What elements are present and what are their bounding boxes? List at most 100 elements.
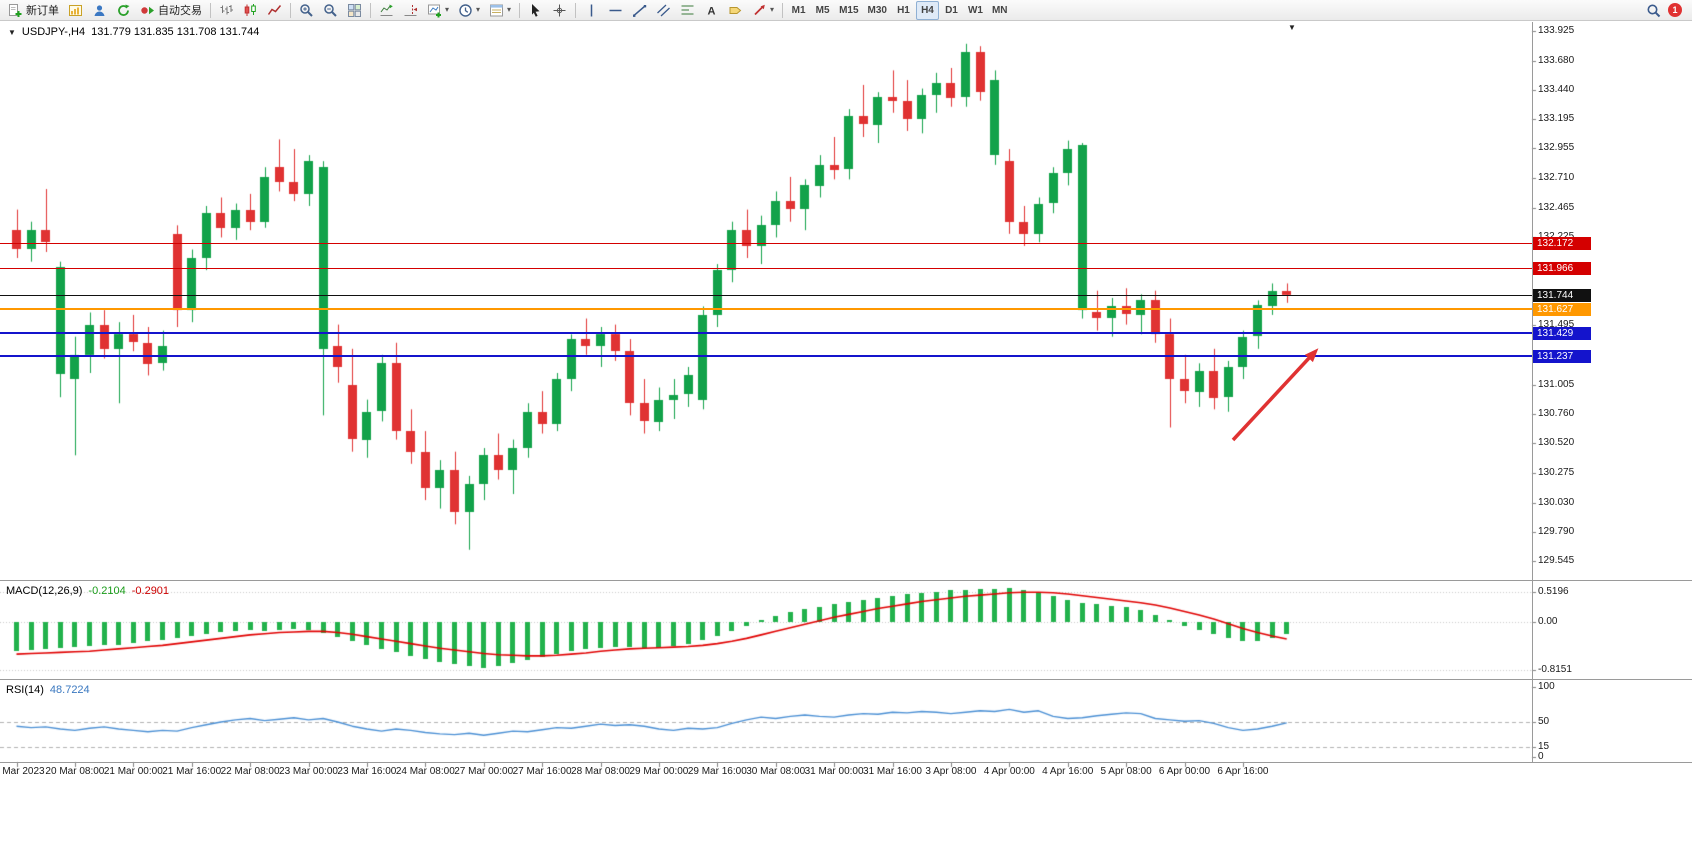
channel-tool[interactable] bbox=[652, 1, 675, 20]
trend-arrow-shaft bbox=[1231, 355, 1312, 442]
zoom-in-button[interactable] bbox=[295, 1, 318, 20]
search-button[interactable] bbox=[1642, 1, 1665, 20]
crosshair-icon bbox=[553, 4, 566, 16]
price-tick-label: 131.495 bbox=[1538, 319, 1575, 331]
periods-button[interactable]: ▾ bbox=[454, 1, 484, 20]
auto-scroll-button[interactable] bbox=[375, 1, 398, 20]
trend-arrow-head bbox=[1304, 348, 1319, 363]
time-tick-label: 30 Mar 08:00 bbox=[746, 766, 806, 777]
price-tick-label: 129.790 bbox=[1538, 525, 1575, 537]
timeframe-M5[interactable]: M5 bbox=[811, 1, 834, 20]
auto-trading-button[interactable]: 自动交易 bbox=[136, 1, 206, 20]
chart-title: ▼ USDJPY-,H4 131.779 131.835 131.708 131… bbox=[8, 26, 259, 38]
time-tick-label: 5 Apr 08:00 bbox=[1100, 766, 1152, 777]
new-order-icon bbox=[9, 3, 22, 17]
arrows-tool[interactable]: ▾ bbox=[748, 1, 778, 20]
toolbar-separator bbox=[370, 2, 371, 18]
macd-value-main: -0.2104 bbox=[88, 585, 126, 597]
price-tick-label: 130.760 bbox=[1538, 408, 1575, 420]
text-tool[interactable]: A bbox=[700, 1, 723, 20]
text-icon: A bbox=[708, 5, 716, 17]
toolbar: 新订单 自动交易 bbox=[0, 0, 1692, 21]
horizontal-line-icon bbox=[609, 9, 622, 11]
cursor-button[interactable] bbox=[524, 1, 547, 20]
rsi-label: RSI(14) 48.7224 bbox=[6, 684, 90, 696]
trendline-tool[interactable] bbox=[628, 1, 651, 20]
chart-symbol-period: USDJPY-,H4 bbox=[21, 26, 86, 38]
time-tick-label: 6 Apr 00:00 bbox=[1158, 766, 1211, 777]
toolbar-separator bbox=[575, 2, 577, 18]
tile-windows-icon bbox=[348, 3, 361, 17]
macd-scale-label: -0.8151 bbox=[1538, 663, 1572, 675]
crosshair-button[interactable] bbox=[548, 1, 571, 20]
text-label-tool[interactable] bbox=[724, 1, 747, 20]
time-tick-label: 27 Mar 16:00 bbox=[512, 766, 572, 777]
charts-window-button[interactable] bbox=[64, 1, 87, 20]
rsi-scale-label: 50 bbox=[1538, 716, 1550, 727]
time-tick-label: 29 Mar 16:00 bbox=[687, 766, 747, 777]
price-tick-label: 130.275 bbox=[1538, 466, 1575, 478]
notification-badge[interactable]: 1 bbox=[1668, 3, 1682, 17]
profiles-button[interactable] bbox=[88, 1, 111, 20]
bar-chart-button[interactable] bbox=[215, 1, 238, 20]
bar-chart-icon bbox=[220, 4, 233, 14]
templates-button[interactable]: ▾ bbox=[485, 1, 515, 20]
time-tick-label: 23 Mar 00:00 bbox=[279, 766, 338, 777]
indicators-button[interactable]: ▾ bbox=[423, 1, 453, 20]
timeframe-W1[interactable]: W1 bbox=[964, 1, 987, 20]
timeframe-D1[interactable]: D1 bbox=[940, 1, 963, 20]
macd-scale-label: 0.00 bbox=[1538, 616, 1558, 627]
chart-shift-marker[interactable]: ▼ bbox=[1288, 23, 1296, 32]
timeframe-MN[interactable]: MN bbox=[988, 1, 1012, 20]
auto-scroll-icon bbox=[380, 4, 393, 16]
vertical-line-icon bbox=[590, 4, 593, 16]
chart-collapse-icon[interactable]: ▼ bbox=[8, 27, 16, 37]
tile-windows-button[interactable] bbox=[343, 1, 366, 20]
price-tick-label: 132.225 bbox=[1538, 230, 1575, 242]
time-tick-label: 29 Mar 00:00 bbox=[629, 766, 689, 777]
template-icon bbox=[490, 4, 504, 16]
rsi-name: RSI(14) bbox=[6, 684, 44, 696]
vertical-line-tool[interactable] bbox=[580, 1, 603, 20]
clock-icon bbox=[459, 3, 472, 17]
refresh-button[interactable] bbox=[112, 1, 135, 20]
price-tick-label: 129.545 bbox=[1538, 555, 1575, 567]
zoom-out-button[interactable] bbox=[319, 1, 342, 20]
chevron-down-icon: ▾ bbox=[507, 5, 512, 14]
indicators-icon bbox=[428, 4, 441, 17]
zoom-out-icon bbox=[324, 3, 337, 17]
price-tick-label: 133.195 bbox=[1538, 113, 1575, 125]
chevron-down-icon: ▾ bbox=[770, 5, 775, 14]
time-tick-label: 23 Mar 16:00 bbox=[337, 766, 397, 777]
toolbar-separator bbox=[519, 2, 521, 18]
trend-arrow[interactable] bbox=[1225, 342, 1325, 447]
timeframe-M1[interactable]: M1 bbox=[787, 1, 810, 20]
timeframe-M15[interactable]: M15 bbox=[835, 1, 862, 20]
timeframe-M30[interactable]: M30 bbox=[864, 1, 891, 20]
line-chart-button[interactable] bbox=[263, 1, 286, 20]
tag-icon bbox=[729, 6, 742, 14]
horizontal-line-tool[interactable] bbox=[604, 1, 627, 20]
time-tick-label: 27 Mar 00:00 bbox=[454, 766, 514, 777]
new-order-button[interactable]: 新订单 bbox=[4, 1, 63, 20]
time-tick-label: 31 Mar 16:00 bbox=[863, 766, 922, 777]
price-axis-border bbox=[1532, 22, 1533, 762]
panel-separator-macd-rsi[interactable] bbox=[0, 679, 1692, 680]
time-tick-label: 17 Mar 2023 bbox=[0, 766, 45, 777]
fibonacci-tool[interactable] bbox=[676, 1, 699, 20]
price-axis[interactable]: 133.925 133.680 133.440 133.195 132.955 132.7… bbox=[1538, 0, 1692, 847]
timeframe-H4[interactable]: H4 bbox=[915, 0, 939, 20]
panel-separator-main-macd[interactable] bbox=[0, 580, 1692, 581]
line-chart-icon bbox=[267, 4, 282, 15]
timeframe-H1[interactable]: H1 bbox=[892, 1, 915, 20]
panel-separator-rsi-time[interactable] bbox=[0, 762, 1692, 763]
candlestick-chart-button[interactable] bbox=[239, 1, 262, 20]
time-tick-label: 4 Apr 00:00 bbox=[983, 766, 1035, 777]
profiles-icon bbox=[94, 4, 105, 16]
price-tick-label: 132.955 bbox=[1538, 142, 1575, 154]
charts-icon bbox=[69, 4, 82, 16]
chart-shift-button[interactable] bbox=[399, 1, 422, 20]
